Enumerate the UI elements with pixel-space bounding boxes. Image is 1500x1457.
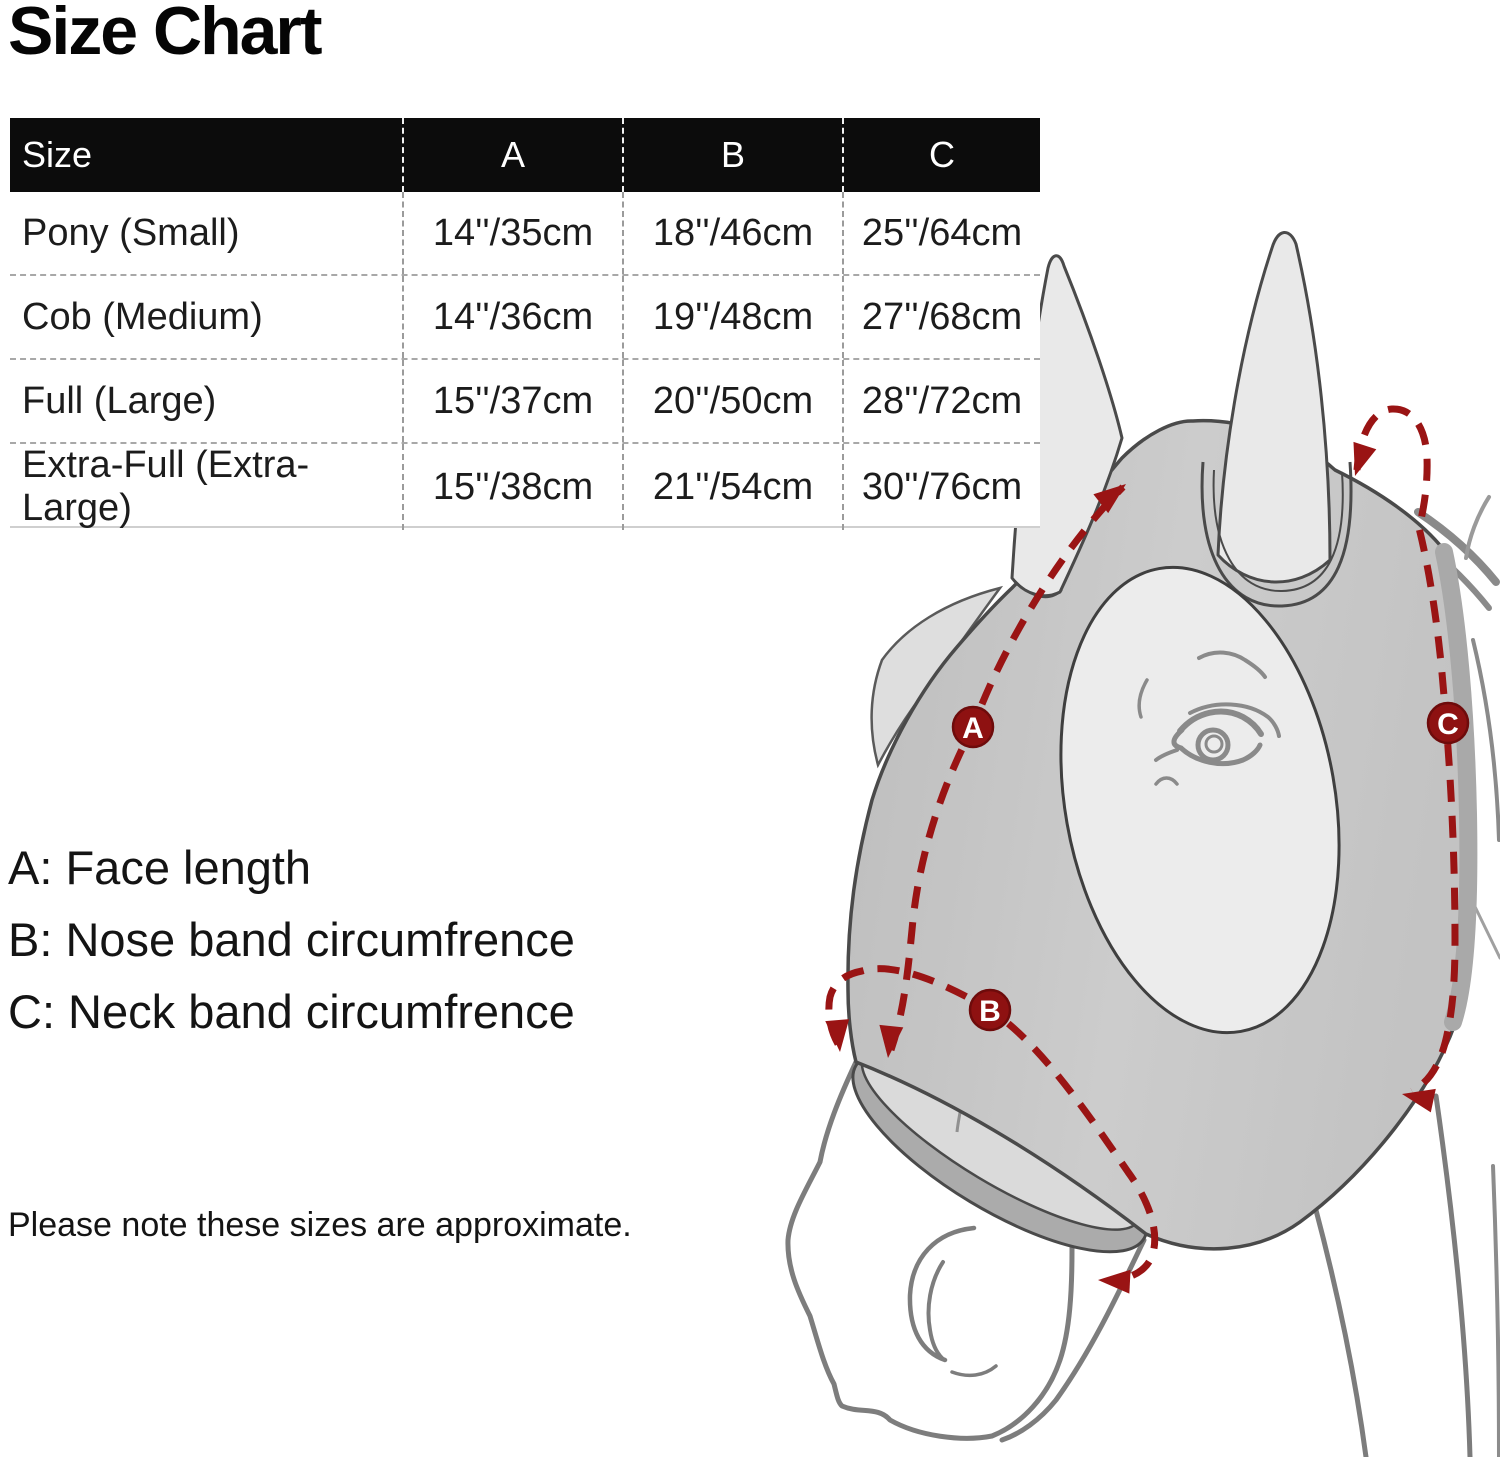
legend-item-b: B: Nose band circumfrence <box>8 913 575 966</box>
cell-size: Pony (Small) <box>22 211 240 254</box>
horse-muzzle <box>785 1059 1147 1443</box>
size-table: Size A B C Pony (Small) 14''/35cm 18''/4… <box>10 118 1040 530</box>
cell-c: 28''/72cm <box>842 360 1040 442</box>
ear-hole-rim-outer <box>1200 461 1353 608</box>
arrow-c-top <box>1343 441 1377 480</box>
cell-b: 21''/54cm <box>622 444 842 530</box>
table-row-extra-full: Extra-Full (Extra-Large) 15''/38cm 21''/… <box>10 442 1040 530</box>
ear-hole-rim-inner <box>1212 469 1344 593</box>
cell-c: 27''/68cm <box>842 276 1040 358</box>
table-row-pony: Pony (Small) 14''/35cm 18''/46cm 25''/64… <box>10 192 1040 274</box>
legend-item-c: C: Neck band circumfrence <box>8 985 575 1038</box>
marker-a-badge: A <box>951 705 995 749</box>
cell-size: Full (Large) <box>22 379 217 422</box>
cell-size: Extra-Full (Extra-Large) <box>22 444 310 529</box>
approximate-sizes-note: Please note these sizes are approximate. <box>8 1206 632 1244</box>
table-header-row: Size A B C <box>10 118 1040 192</box>
measurement-lines <box>825 405 1459 1284</box>
header-cell-size: Size <box>22 134 93 175</box>
horse-eye <box>1137 650 1281 786</box>
cell-size: Cob (Medium) <box>22 295 263 338</box>
cell-a: 15''/38cm <box>402 444 622 530</box>
measure-line-a <box>887 484 1126 1052</box>
arrow-b-end <box>1097 1268 1131 1294</box>
cell-c: 30''/76cm <box>842 444 1040 530</box>
cell-a: 14''/35cm <box>402 192 622 274</box>
left-ear-base-line <box>1013 579 1063 599</box>
legend-item-a: A: Face length <box>8 841 312 894</box>
table-row-cob: Cob (Medium) 14''/36cm 19''/48cm 27''/68… <box>10 274 1040 358</box>
measure-line-c <box>1353 405 1459 1095</box>
marker-c-label: C <box>1437 708 1459 741</box>
marker-a-label: A <box>962 712 984 745</box>
nostril <box>907 1225 998 1378</box>
measure-line-b <box>825 965 1159 1284</box>
table-row-full: Full (Large) 15''/37cm 20''/50cm 28''/72… <box>10 358 1040 442</box>
measure-badges: A B C <box>951 701 1470 1032</box>
cell-b: 20''/50cm <box>622 360 842 442</box>
header-cell-b: B <box>622 118 842 192</box>
horse-neck-lines <box>1291 495 1500 1457</box>
mask-edge-band <box>1435 543 1478 1031</box>
measurement-legend: A: Face length B: Nose band circumfrence… <box>8 832 575 1048</box>
header-cell-c: C <box>842 118 1040 192</box>
cell-a: 15''/37cm <box>402 360 622 442</box>
marker-b-label: B <box>979 995 1001 1028</box>
marker-b-badge: B <box>968 988 1012 1032</box>
right-ear <box>1216 231 1332 584</box>
cell-a: 14''/36cm <box>402 276 622 358</box>
marker-c-badge: C <box>1426 701 1470 745</box>
page-title: Size Chart <box>8 0 323 69</box>
cell-c: 25''/64cm <box>842 192 1040 274</box>
eye-patch <box>1059 565 1341 1035</box>
table-body: Pony (Small) 14''/35cm 18''/46cm 25''/64… <box>10 192 1040 530</box>
cell-b: 19''/48cm <box>622 276 842 358</box>
header-cell-a: A <box>402 118 622 192</box>
cell-b: 18''/46cm <box>622 192 842 274</box>
